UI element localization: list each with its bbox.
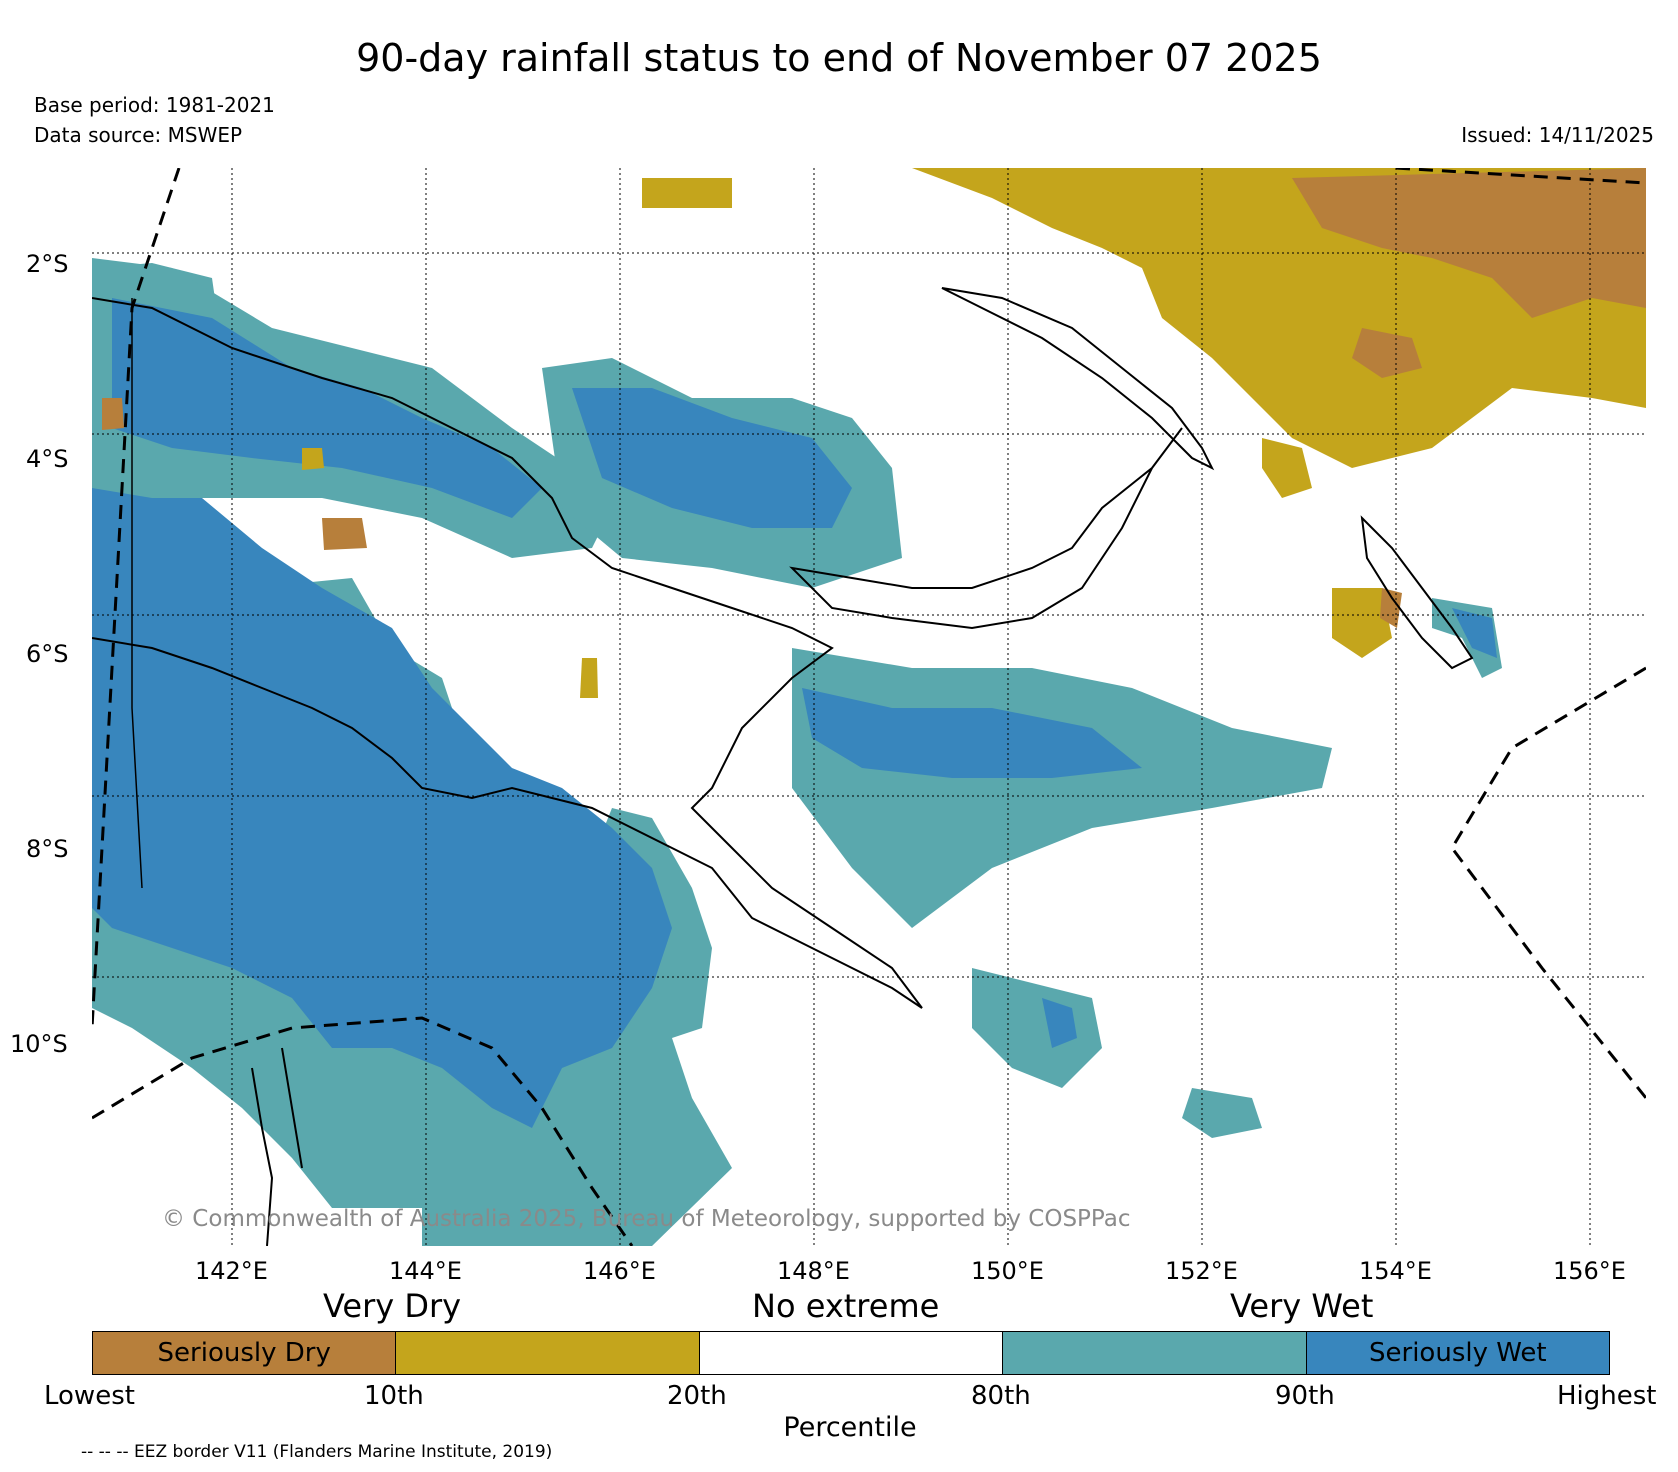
lat-label-6s: 6°S	[26, 640, 69, 668]
legend-tick-80th: 80th	[971, 1381, 1031, 1411]
lat-label-4s: 4°S	[26, 445, 69, 473]
legend-tick-lowest: Lowest	[44, 1381, 135, 1411]
seriously-dry-northeast	[1292, 168, 1646, 318]
copyright-text: © Commonwealth of Australia 2025, Bureau…	[162, 1206, 1131, 1232]
seriously-wet-solomon-sea	[802, 688, 1142, 778]
seriously-wet-north	[112, 298, 542, 518]
lon-label-154e: 154°E	[1359, 1257, 1432, 1285]
coastline-bougainville	[1360, 515, 1474, 670]
lon-label-156e: 156°E	[1553, 1257, 1626, 1285]
lon-label-148e: 148°E	[777, 1257, 850, 1285]
dry-patch-west	[102, 398, 124, 430]
gridlines	[92, 168, 1646, 1246]
lat-label-10s: 10°S	[10, 1030, 68, 1058]
dry-patch-gulf	[580, 658, 598, 698]
legend-segment-dry	[396, 1332, 700, 1374]
eez-border-note: -- -- -- EEZ border V11 (Flanders Marine…	[81, 1442, 553, 1462]
legend-tick-highest: Highest	[1557, 1381, 1657, 1411]
legend-tick-90th: 90th	[1275, 1381, 1335, 1411]
lon-label-142e: 142°E	[195, 1257, 268, 1285]
lon-label-150e: 150°E	[971, 1257, 1044, 1285]
eez-border	[92, 168, 1646, 1246]
rainfall-map	[92, 168, 1646, 1246]
legend-heading-no-extreme: No extreme	[752, 1287, 940, 1325]
dry-patch-sepik	[302, 448, 324, 470]
dry-region-png-islands	[1262, 438, 1312, 498]
lat-label-2s: 2°S	[26, 250, 69, 278]
legend-segment-no-extreme	[699, 1332, 1004, 1374]
seriously-wet-milne	[1042, 998, 1077, 1048]
data-source-text: Data source: MSWEP	[34, 123, 243, 147]
seriously-wet-central	[572, 388, 852, 528]
wet-region-milne	[972, 968, 1102, 1088]
legend-tick-10th: 10th	[364, 1381, 424, 1411]
seriously-wet-southwest	[92, 458, 672, 1128]
seriously-wet-bougainville	[1452, 608, 1497, 658]
lon-label-146e: 146°E	[583, 1257, 656, 1285]
seriously-dry-patch	[1352, 328, 1422, 378]
legend-segment-seriously-dry: Seriously Dry	[93, 1332, 397, 1374]
legend-heading-very-wet: Very Wet	[1230, 1287, 1374, 1325]
coastline-new-britain	[789, 427, 1183, 630]
legend-axis-label: Percentile	[783, 1412, 917, 1443]
coastline-new-guinea	[92, 297, 923, 1009]
lon-label-152e: 152°E	[1165, 1257, 1238, 1285]
border-png-indonesia	[131, 298, 143, 889]
issued-date-text: Issued: 14/11/2025	[1461, 123, 1654, 147]
dry-patch-manus	[642, 178, 732, 208]
legend-heading-very-dry: Very Dry	[323, 1287, 462, 1325]
legend-segment-wet	[1003, 1332, 1307, 1374]
dry-patch-highlands	[322, 518, 367, 550]
coastline-new-ireland	[941, 287, 1215, 471]
lon-label-144e: 144°E	[389, 1257, 462, 1285]
dry-region-bougainville-west	[1332, 588, 1392, 658]
coastline-australia	[251, 1047, 303, 1246]
wet-region-southeast	[1182, 1088, 1262, 1138]
legend-segment-seriously-wet: Seriously Wet	[1306, 1332, 1610, 1374]
legend-colorbar: Seriously Dry Seriously Wet	[92, 1331, 1610, 1375]
map-title: 90-day rainfall status to end of Novembe…	[356, 36, 1322, 80]
base-period-text: Base period: 1981-2021	[34, 93, 275, 117]
lat-label-8s: 8°S	[26, 835, 69, 863]
legend-tick-20th: 20th	[667, 1381, 727, 1411]
